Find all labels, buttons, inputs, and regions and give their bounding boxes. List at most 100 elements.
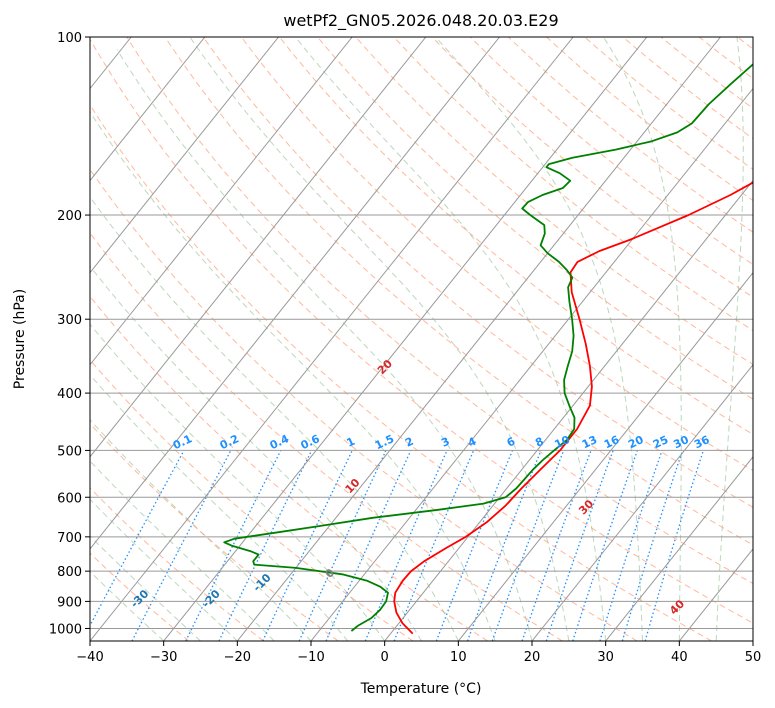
dry-adiabat-line bbox=[546, 37, 753, 202]
moist-adiabat-line bbox=[715, 37, 744, 641]
isotherm-line bbox=[90, 37, 427, 458]
x-axis-ticks: −40 −30 −20 −10 0 10 20 30 40 50 bbox=[76, 641, 761, 665]
mixing-ratio-label: 16 bbox=[602, 433, 622, 451]
plot-area: 0.10.20.40.611.52346810131620253036-100-… bbox=[0, 37, 753, 641]
isotherm-line bbox=[752, 640, 753, 641]
moist-adiabat-line bbox=[295, 37, 607, 641]
y-tick-label: 600 bbox=[57, 491, 82, 506]
isotherm-line bbox=[310, 87, 753, 641]
moist-adiabat-line bbox=[602, 37, 682, 641]
x-tick-label: 40 bbox=[671, 650, 688, 665]
temperature-line bbox=[393, 181, 753, 635]
mixing-ratio-label: 0.2 bbox=[218, 432, 241, 452]
moist-adiabat-line bbox=[90, 498, 238, 641]
dry-adiabat-line bbox=[90, 422, 339, 641]
mixing-ratio-line bbox=[90, 450, 185, 627]
isotherm-line bbox=[90, 37, 574, 641]
dry-adiabat-line bbox=[431, 37, 753, 298]
moist-adiabat-line bbox=[116, 49, 533, 641]
mixing-ratio-line bbox=[599, 450, 663, 641]
dry-adiabat-line bbox=[164, 37, 753, 546]
mixing-ratio-line bbox=[364, 450, 448, 641]
x-tick-label: −10 bbox=[297, 650, 324, 665]
mixing-ratio-label: 4 bbox=[466, 435, 479, 450]
dry-adiabat-line bbox=[508, 37, 753, 233]
y-tick-label: 100 bbox=[57, 31, 82, 46]
moist-adiabat-line bbox=[90, 323, 386, 641]
sounding-series bbox=[223, 63, 753, 635]
dry-adiabat-line bbox=[202, 37, 753, 508]
chart-title: wetPf2_GN05.2026.048.20.03.E29 bbox=[283, 11, 558, 31]
dry-adiabat-line bbox=[317, 37, 753, 400]
isotherm-line bbox=[90, 37, 353, 366]
isotherm-line bbox=[531, 363, 753, 641]
dry-adiabat-line bbox=[279, 37, 753, 436]
y-tick-label: 500 bbox=[57, 444, 82, 459]
dry-adiabat-line bbox=[90, 38, 753, 624]
mixing-ratio-line bbox=[393, 450, 475, 641]
moist-adiabat-line bbox=[90, 196, 459, 641]
mixing-ratio-line bbox=[644, 450, 705, 641]
y-tick-label: 700 bbox=[57, 531, 82, 546]
x-axis-label: Temperature (°C) bbox=[360, 681, 482, 697]
y-tick-label: 200 bbox=[57, 209, 82, 224]
mixing-ratio-line bbox=[185, 450, 282, 641]
mixing-ratio-line bbox=[325, 450, 412, 641]
isotherm-line bbox=[90, 37, 206, 182]
y-tick-label: 300 bbox=[57, 313, 82, 328]
mixing-ratio-label: 0.6 bbox=[299, 432, 322, 452]
x-tick-label: 10 bbox=[450, 650, 467, 665]
dry-adiabat-line bbox=[90, 232, 563, 641]
mixing-ratio-line bbox=[521, 450, 592, 641]
mixing-ratio-label: 20 bbox=[626, 433, 646, 451]
dry-adiabat-label: -20 bbox=[200, 587, 223, 610]
dry-adiabat-lines bbox=[90, 37, 753, 641]
moist-adiabat-line bbox=[90, 535, 201, 641]
moist-adiabat-label: 10 bbox=[343, 476, 363, 496]
isotherm-line bbox=[236, 37, 721, 641]
isotherm-line bbox=[678, 548, 753, 641]
x-tick-label: −40 bbox=[76, 650, 103, 665]
x-tick-label: −20 bbox=[224, 650, 251, 665]
mixing-ratio-label: 30 bbox=[671, 433, 691, 451]
mixing-ratio-label: 1.5 bbox=[373, 432, 396, 452]
isotherm-line bbox=[457, 271, 753, 641]
moist-adiabat-label: 30 bbox=[576, 497, 596, 517]
moist-adiabat-line bbox=[435, 37, 643, 641]
isotherm-line bbox=[384, 179, 753, 641]
dry-adiabat-line bbox=[355, 37, 753, 366]
mixing-ratio-label: 13 bbox=[580, 433, 599, 451]
dry-adiabat-line bbox=[90, 552, 190, 641]
isotherm-line bbox=[90, 37, 279, 274]
mixing-ratio-line bbox=[621, 450, 684, 641]
isotherm-line bbox=[90, 37, 500, 550]
mixing-ratio-label: 25 bbox=[651, 433, 670, 451]
mixing-ratio-line bbox=[545, 450, 614, 641]
mixing-ratio-line bbox=[491, 450, 565, 641]
dry-adiabat-line bbox=[90, 104, 712, 641]
y-tick-label: 1000 bbox=[49, 622, 82, 637]
dry-adiabat-line bbox=[469, 37, 753, 265]
mixing-ratio-line bbox=[572, 450, 639, 641]
y-tick-label: 800 bbox=[57, 565, 82, 580]
mixing-ratio-label: 10 bbox=[553, 433, 573, 451]
moist-adiabat-label: 40 bbox=[667, 597, 687, 617]
mixing-ratio-line bbox=[218, 450, 313, 641]
dewpoint-line bbox=[223, 63, 753, 632]
moist-adiabat-line bbox=[90, 460, 275, 641]
dry-adiabat-label: -10 bbox=[250, 571, 273, 594]
isotherm-line bbox=[605, 456, 753, 641]
y-axis-ticks: 100 200 300 400 500 600 700 800 900 1000 bbox=[49, 31, 90, 637]
mixing-ratio-label: 0.4 bbox=[268, 432, 291, 452]
x-tick-label: −30 bbox=[150, 650, 177, 665]
isotherm-line bbox=[0, 37, 58, 641]
x-tick-label: 20 bbox=[524, 650, 541, 665]
mixing-ratio-line bbox=[262, 450, 353, 641]
isotherm-grid bbox=[0, 37, 753, 641]
mixing-ratio-label: 36 bbox=[692, 433, 712, 451]
mixing-ratio-label: 0.1 bbox=[171, 432, 194, 452]
moist-adiabat-line bbox=[90, 110, 496, 641]
dry-adiabat-line bbox=[90, 295, 488, 641]
plot-frame bbox=[89, 36, 754, 642]
